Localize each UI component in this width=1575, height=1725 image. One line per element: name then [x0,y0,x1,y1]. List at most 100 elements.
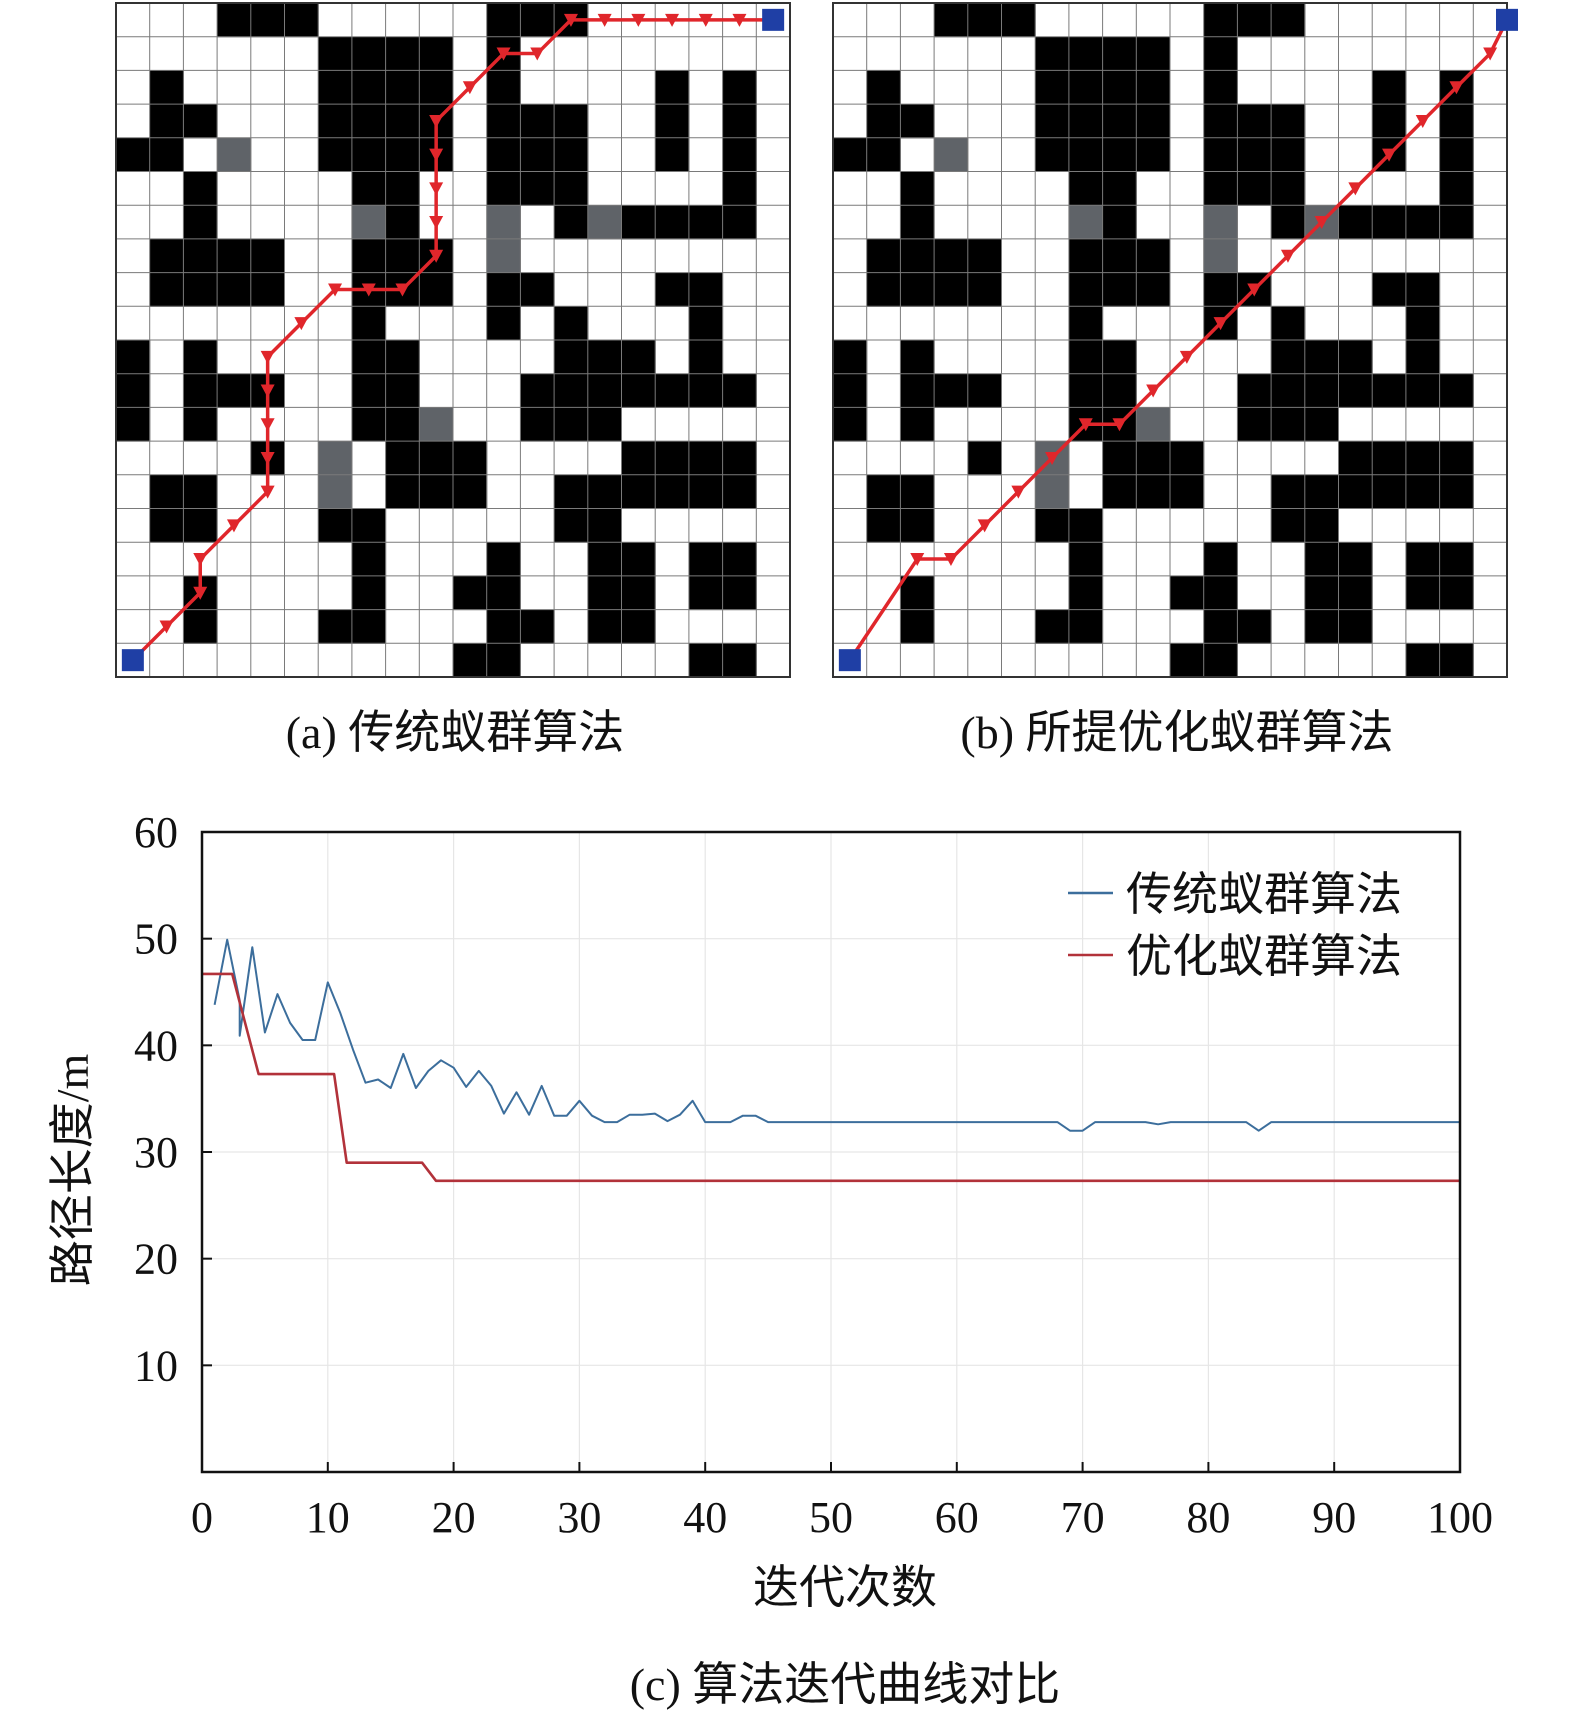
gray-cell [318,441,353,476]
obstacle-cell [1439,205,1474,240]
obstacle-cell [217,373,252,408]
obstacle-cell [149,104,184,139]
obstacle-cell [688,205,724,240]
obstacle-cell [1035,104,1070,139]
x-tick-label: 50 [809,1493,853,1542]
obstacle-cell [1237,407,1272,442]
obstacle-cell [900,474,935,509]
map-border [115,2,791,678]
obstacle-cell [900,575,935,611]
map-border [832,2,1508,678]
obstacle-cell [183,171,218,206]
obstacle-cell [688,575,724,611]
obstacle-cell [351,609,387,644]
obstacle-cell [419,272,454,307]
obstacle-cell [934,373,969,408]
obstacle-cell [1271,171,1306,206]
obstacle-cell [1102,238,1137,274]
obstacle-cell [351,407,387,442]
path-marker [462,81,477,95]
obstacle-cell [1304,340,1339,375]
obstacle-cell [520,609,555,644]
grid-map-traditional [115,2,791,678]
obstacle-cell [1035,508,1070,543]
obstacle-cell [1271,306,1306,341]
path-marker [665,13,680,27]
obstacle-cell [385,340,420,375]
obstacle-cell [1170,643,1205,678]
gray-cell [587,205,622,240]
obstacle-cell [722,104,757,139]
x-tick-label: 10 [306,1493,350,1542]
obstacle-cell [1068,609,1104,644]
obstacle-cell [1271,474,1306,509]
obstacle-cell [688,474,724,509]
obstacle-cell [1271,205,1306,240]
obstacle-cell [1136,238,1171,274]
obstacle-cell [621,373,656,408]
obstacle-cell [250,3,285,38]
path-marker [159,620,174,634]
obstacle-cell [419,474,454,509]
obstacle-cell [520,407,555,442]
gray-cell [1203,205,1238,240]
obstacle-cell [1170,474,1205,509]
obstacle-cell [318,137,353,172]
path-marker [530,47,545,61]
obstacle-cell [655,104,690,139]
x-tick-label: 100 [1427,1493,1493,1542]
obstacle-cell [1372,205,1407,240]
obstacle-cell [351,238,387,274]
obstacle-cell [1068,306,1104,341]
obstacle-cell [1271,407,1306,442]
obstacle-cell [116,373,151,408]
obstacle-cell [1203,542,1238,577]
obstacle-cell [655,205,690,240]
obstacle-cell [385,70,420,105]
obstacle-cell [967,272,1002,307]
gray-cell [486,205,521,240]
obstacle-cell [1001,3,1036,38]
obstacle-cell [1304,373,1339,408]
x-tick-label: 90 [1312,1493,1356,1542]
obstacle-cell [385,238,420,274]
obstacle-cell [722,70,757,105]
obstacle-cell [1304,474,1339,509]
obstacle-cell [900,104,935,139]
obstacle-cell [1405,373,1441,408]
path-marker [429,216,444,230]
obstacle-cell [866,70,901,105]
obstacle-cell [1405,306,1441,341]
obstacle-cell [1237,137,1272,172]
obstacle-cell [351,137,387,172]
obstacle-cell [722,575,757,611]
y-tick-label: 10 [134,1341,178,1390]
obstacle-cell [554,306,589,341]
path-marker [193,553,208,567]
path-marker [698,13,713,27]
obstacle-cell [351,575,387,611]
obstacle-cell [1237,609,1272,644]
path-marker [294,317,309,331]
obstacle-cell [722,137,757,172]
obstacle-cell [866,508,901,543]
obstacle-cell [1304,407,1339,442]
obstacle-cell [1203,575,1238,611]
obstacle-cell [1203,36,1238,71]
obstacle-cell [1271,373,1306,408]
path-marker [732,13,747,27]
series-line-optimized [202,972,1460,1183]
obstacle-cell [486,609,521,644]
obstacle-cell [149,272,184,307]
start-marker [121,649,144,672]
obstacle-cell [1203,3,1238,38]
obstacle-cell [1439,542,1474,577]
obstacle-cell [587,340,622,375]
y-tick-label: 60 [134,808,178,857]
obstacle-cell [554,104,589,139]
obstacle-cell [1338,609,1373,644]
obstacle-cell [318,36,353,71]
obstacle-cell [149,137,184,172]
obstacle-cell [1338,575,1373,611]
y-tick-label: 30 [134,1128,178,1177]
